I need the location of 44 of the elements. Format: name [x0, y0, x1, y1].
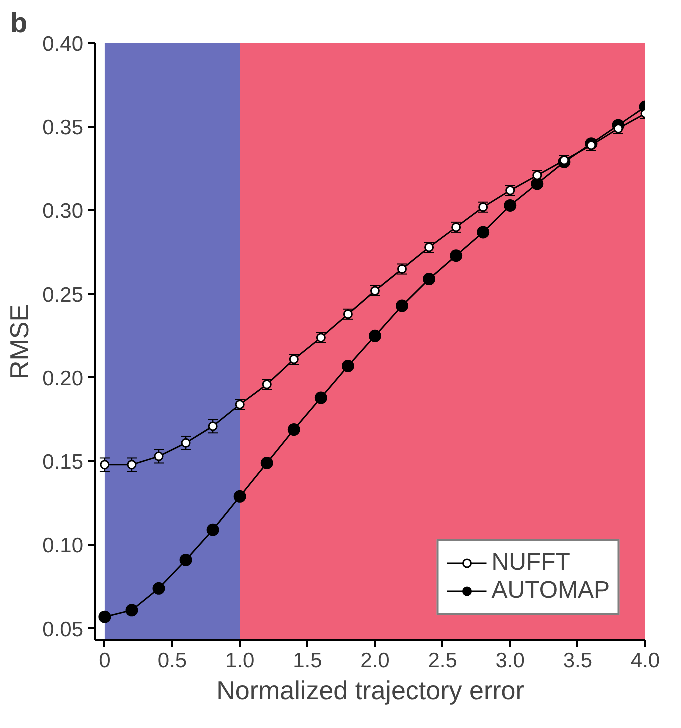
- point: [342, 360, 354, 372]
- point: [260, 457, 274, 470]
- y-tick-label: 0.25: [42, 284, 84, 307]
- y-tick-label: 0.05: [42, 618, 84, 642]
- text: b: [10, 8, 28, 38]
- y-tick-label: 0.20: [42, 367, 84, 390]
- point: [98, 610, 112, 624]
- x-tick-label: 3.5: [563, 650, 593, 672]
- point: [450, 250, 463, 262]
- point: [314, 392, 328, 404]
- x-tick-label: 2.0: [360, 650, 390, 672]
- point: [504, 199, 517, 212]
- y-tick-label: 0.15: [42, 451, 84, 474]
- point: [181, 438, 191, 448]
- point: [423, 273, 436, 286]
- point: [288, 424, 300, 436]
- point: [531, 178, 544, 190]
- point: [396, 300, 409, 312]
- point: [180, 554, 192, 566]
- x-axis-title: Normalized trajectory error: [216, 676, 525, 706]
- x-tick-label: 2.5: [428, 650, 458, 672]
- x-tick-label: 0: [99, 650, 111, 672]
- point: [127, 460, 137, 470]
- point: [126, 604, 138, 617]
- x-tick-label: 3.0: [496, 650, 525, 672]
- y-tick-label: 0.40: [42, 33, 84, 56]
- point: [477, 226, 490, 239]
- y-tick-label: 0.30: [42, 200, 84, 224]
- point: [100, 460, 110, 470]
- point: [208, 422, 218, 432]
- point: [368, 330, 382, 342]
- y-tick-label: 0.10: [42, 534, 84, 558]
- point: [152, 582, 166, 595]
- y-tick-label: 0.35: [42, 116, 84, 140]
- y-axis-title: RMSE: [4, 304, 35, 380]
- x-tick-label: 4.0: [630, 650, 660, 672]
- x-tick-label: 0.5: [158, 650, 188, 672]
- x-tick-label: 1.0: [226, 650, 255, 672]
- legend-label: AUTOMAP: [492, 577, 610, 605]
- point: [206, 524, 220, 536]
- point: [234, 490, 246, 503]
- legend-label: NUFFT: [492, 549, 570, 577]
- x-tick-label: 1.5: [293, 650, 322, 672]
- point: [154, 452, 164, 462]
